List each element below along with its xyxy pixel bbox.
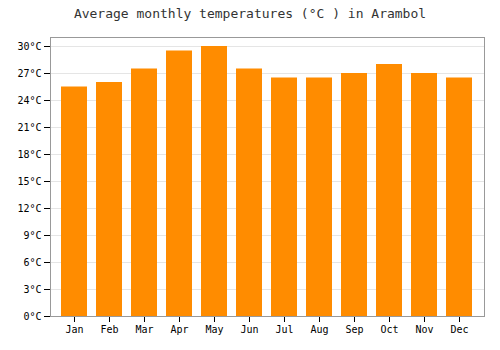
svg-text:Sep: Sep <box>345 324 363 335</box>
svg-text:12°C: 12°C <box>17 203 41 214</box>
svg-text:Jan: Jan <box>65 324 83 335</box>
svg-text:Dec: Dec <box>450 324 468 335</box>
svg-text:Jul: Jul <box>275 324 293 335</box>
svg-text:6°C: 6°C <box>23 257 41 268</box>
svg-text:Nov: Nov <box>415 324 433 335</box>
svg-text:Apr: Apr <box>170 324 188 335</box>
svg-text:Feb: Feb <box>100 324 118 335</box>
svg-text:21°C: 21°C <box>17 122 41 133</box>
svg-text:30°C: 30°C <box>17 41 41 52</box>
svg-text:Mar: Mar <box>135 324 153 335</box>
svg-text:15°C: 15°C <box>17 176 41 187</box>
svg-text:3°C: 3°C <box>23 284 41 295</box>
svg-text:18°C: 18°C <box>17 149 41 160</box>
svg-text:Oct: Oct <box>380 324 398 335</box>
svg-text:Aug: Aug <box>310 324 328 335</box>
svg-text:27°C: 27°C <box>17 68 41 79</box>
html-text:Average monthly temperatures (: Average monthly temperatures (°C ) in Ar… <box>73 6 427 21</box>
svg-text:0°C: 0°C <box>23 311 41 322</box>
svg-text:24°C: 24°C <box>17 95 41 106</box>
svg-text:May: May <box>205 324 223 335</box>
svg-text:9°C: 9°C <box>23 230 41 241</box>
svg-text:Jun: Jun <box>240 324 258 335</box>
